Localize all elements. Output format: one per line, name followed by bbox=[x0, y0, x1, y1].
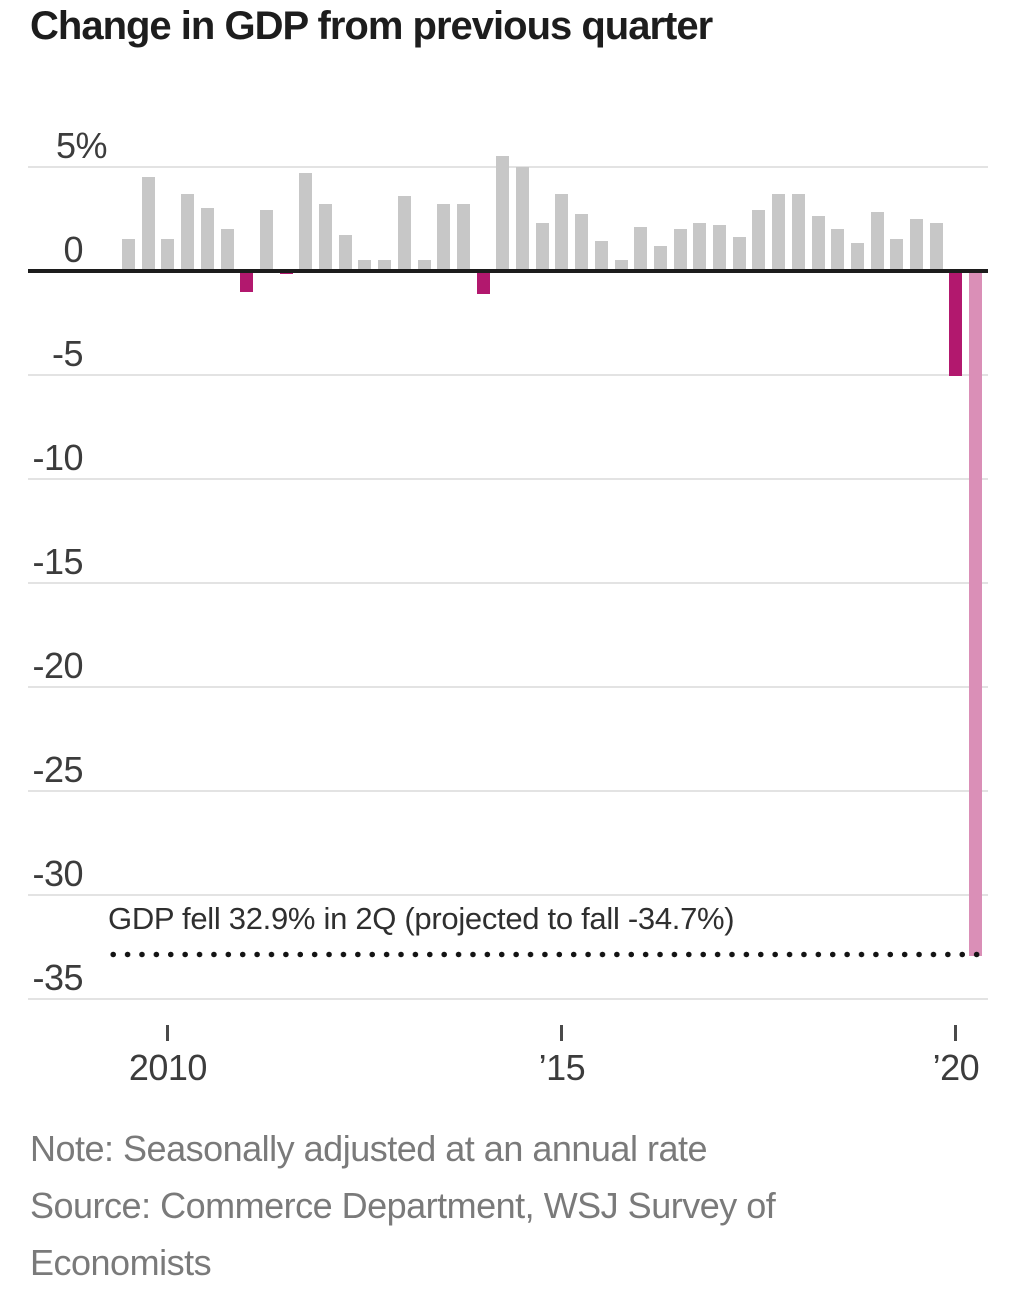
bar-positive bbox=[693, 222, 707, 271]
gridline bbox=[28, 789, 988, 792]
bar-positive bbox=[594, 241, 608, 271]
bar-negative bbox=[949, 271, 963, 376]
y-axis-tick-label: -30 bbox=[32, 852, 83, 894]
bar-positive bbox=[890, 239, 904, 271]
bar-positive bbox=[397, 195, 411, 271]
bar-positive bbox=[831, 228, 845, 271]
x-axis-tick-label: 2010 bbox=[128, 1047, 208, 1088]
bar-positive bbox=[653, 245, 667, 271]
bar-negative bbox=[240, 271, 254, 293]
bar-positive bbox=[200, 208, 214, 271]
projection-dotted-line bbox=[106, 951, 986, 959]
gridline bbox=[28, 893, 988, 896]
bar-positive bbox=[673, 228, 687, 271]
bar-positive bbox=[319, 203, 332, 271]
bar-positive bbox=[634, 226, 648, 271]
y-axis-tick-label: -35 bbox=[32, 956, 83, 998]
gridline bbox=[28, 997, 988, 1000]
bar-positive bbox=[181, 193, 195, 271]
y-axis-tick-label: -15 bbox=[32, 540, 83, 582]
bar-negative-projection bbox=[969, 271, 983, 956]
bar-positive bbox=[910, 218, 923, 271]
y-axis-tick-label: -25 bbox=[32, 748, 83, 790]
bar-positive bbox=[338, 235, 352, 271]
chart-footnote: Note: Seasonally adjusted at an annual r… bbox=[30, 1120, 955, 1291]
y-axis-tick-label: -20 bbox=[32, 644, 83, 686]
x-axis-tick-mark bbox=[954, 1025, 958, 1041]
bar-positive bbox=[259, 210, 273, 271]
gridline bbox=[28, 581, 988, 584]
bar-positive bbox=[732, 237, 746, 271]
y-axis-tick-label: 5% bbox=[55, 124, 108, 166]
bar-positive bbox=[535, 222, 549, 271]
bar-positive bbox=[417, 260, 431, 271]
bar-positive bbox=[850, 243, 864, 271]
x-axis-tick-label: ’20 bbox=[932, 1047, 980, 1088]
bar-positive bbox=[358, 260, 372, 271]
bar-positive bbox=[929, 222, 943, 271]
gridline bbox=[28, 477, 988, 480]
bar-negative bbox=[476, 271, 490, 295]
bar-positive bbox=[791, 193, 805, 271]
gridline bbox=[28, 373, 988, 376]
x-axis-tick-mark bbox=[166, 1025, 170, 1041]
bar-positive bbox=[220, 228, 234, 271]
bar-positive bbox=[378, 260, 392, 271]
bar-positive bbox=[437, 203, 451, 271]
y-axis-tick-label: -5 bbox=[51, 332, 84, 374]
zero-axis-line bbox=[28, 268, 988, 273]
bar-positive bbox=[575, 214, 589, 271]
bar-positive bbox=[496, 156, 510, 271]
bar-positive bbox=[713, 224, 726, 271]
bar-positive bbox=[772, 193, 786, 271]
source-line: Source: Commerce Department, WSJ Survey … bbox=[30, 1185, 776, 1283]
bar-positive bbox=[752, 210, 766, 271]
bar-positive bbox=[870, 212, 884, 271]
gridline bbox=[28, 685, 988, 688]
y-axis-tick-label: 0 bbox=[63, 228, 83, 270]
x-axis-tick-label: ’15 bbox=[538, 1047, 586, 1088]
bar-positive bbox=[141, 176, 155, 271]
y-axis-tick-label: -10 bbox=[32, 436, 83, 478]
note-line: Note: Seasonally adjusted at an annual r… bbox=[30, 1128, 707, 1169]
bar-positive bbox=[122, 239, 135, 271]
bar-positive bbox=[299, 172, 313, 271]
bar-positive bbox=[811, 216, 825, 271]
bar-positive bbox=[161, 239, 175, 271]
bar-positive bbox=[614, 260, 628, 271]
chart-title: Change in GDP from previous quarter bbox=[30, 4, 713, 48]
annotation-label: GDP fell 32.9% in 2Q (projected to fall … bbox=[108, 901, 735, 936]
bar-negative bbox=[279, 271, 293, 274]
x-axis-tick-mark bbox=[560, 1025, 564, 1041]
bar-positive bbox=[456, 203, 470, 271]
bar-positive bbox=[516, 166, 529, 271]
bar-positive bbox=[555, 193, 569, 271]
